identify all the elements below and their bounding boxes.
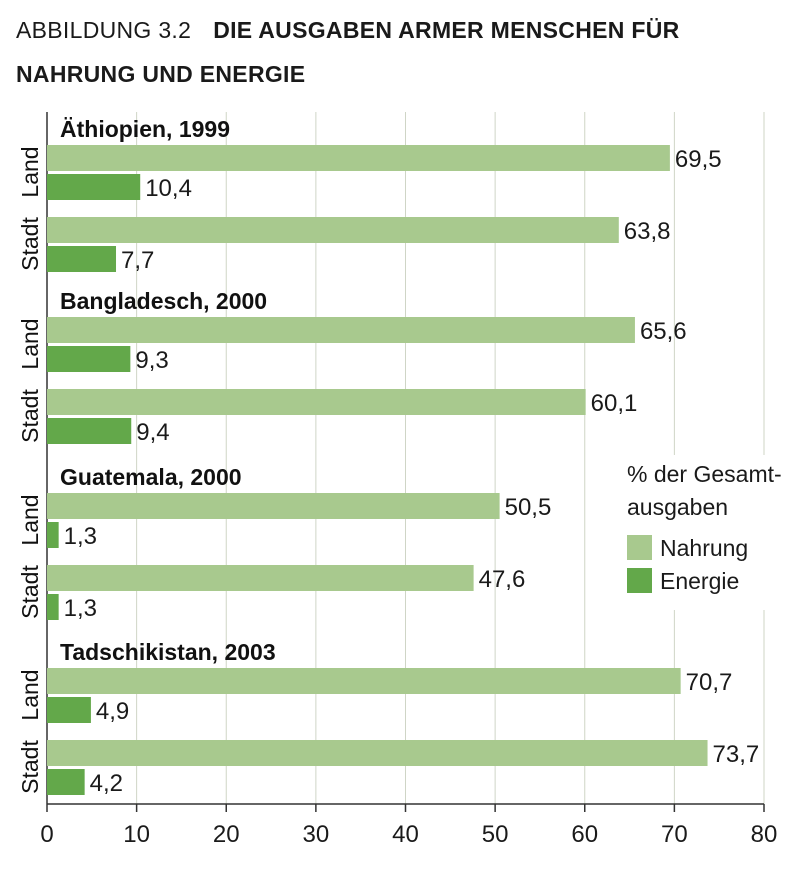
data-label: 9,3 (135, 347, 168, 374)
data-label: 4,2 (90, 770, 123, 797)
bar-energie (47, 246, 117, 272)
bar-energie (47, 174, 141, 200)
row-label-land: Land (17, 494, 43, 545)
x-tick-label: 20 (213, 821, 240, 848)
bar-nahrung (47, 389, 586, 415)
data-label: 50,5 (505, 494, 552, 521)
figure-header: ABBILDUNG 3.2 DIE AUSGABEN ARMER MENSCHEN… (16, 8, 796, 96)
figure-title-line-1: DIE AUSGABEN ARMER MENSCHEN FÜR (213, 17, 680, 43)
row-label-stadt: Stadt (17, 389, 43, 443)
legend-label-energie: Energie (660, 568, 739, 594)
data-label: 9,4 (136, 419, 169, 446)
group-title: Bangladesch, 2000 (60, 288, 267, 314)
group-title: Äthiopien, 1999 (60, 116, 230, 142)
data-label: 60,1 (591, 390, 638, 417)
bar-energie (47, 522, 59, 548)
figure-header-line-1: ABBILDUNG 3.2 DIE AUSGABEN ARMER MENSCHEN… (16, 8, 796, 52)
bar-nahrung (47, 317, 635, 343)
data-label: 7,7 (121, 247, 154, 274)
row-label-stadt: Stadt (17, 565, 43, 619)
row-label-land: Land (17, 669, 43, 720)
data-label: 1,3 (64, 595, 97, 622)
data-label: 73,7 (713, 741, 760, 768)
data-label: 4,9 (96, 698, 129, 725)
legend-title-line-2: ausgaben (627, 494, 728, 520)
x-tick-label: 50 (482, 821, 509, 848)
legend-swatch-nahrung (627, 535, 652, 560)
x-tick-label: 10 (123, 821, 150, 848)
bar-nahrung (47, 668, 681, 694)
legend-label-nahrung: Nahrung (660, 535, 748, 561)
data-label: 69,5 (675, 146, 722, 173)
bar-nahrung (47, 145, 670, 171)
row-label-land: Land (17, 318, 43, 369)
data-label: 1,3 (64, 523, 97, 550)
x-tick-label: 0 (40, 821, 53, 848)
row-label-stadt: Stadt (17, 217, 43, 271)
bar-nahrung (47, 217, 619, 243)
legend-swatch-energie (627, 568, 652, 593)
x-tick-label: 40 (392, 821, 419, 848)
legend-title-line-1: % der Gesamt- (627, 461, 782, 487)
data-label: 63,8 (624, 218, 671, 245)
x-tick-label: 70 (661, 821, 688, 848)
group-title: Guatemala, 2000 (60, 464, 242, 490)
x-tick-label: 30 (303, 821, 330, 848)
data-label: 70,7 (686, 669, 733, 696)
bar-energie (47, 418, 132, 444)
bar-energie (47, 346, 131, 372)
data-label: 47,6 (479, 566, 526, 593)
data-label: 65,6 (640, 318, 687, 345)
bar-nahrung (47, 565, 474, 591)
figure-title-line-2: NAHRUNG UND ENERGIE (16, 61, 306, 87)
x-tick-label: 80 (751, 821, 778, 848)
bar-nahrung (47, 740, 708, 766)
row-label-stadt: Stadt (17, 740, 43, 794)
bar-energie (47, 769, 85, 795)
figure-label: ABBILDUNG 3.2 (16, 17, 192, 43)
x-tick-label: 60 (571, 821, 598, 848)
group-title: Tadschikistan, 2003 (60, 639, 276, 665)
bar-energie (47, 594, 59, 620)
row-label-land: Land (17, 146, 43, 197)
bar-energie (47, 697, 91, 723)
bar-nahrung (47, 493, 500, 519)
data-label: 10,4 (145, 175, 192, 202)
